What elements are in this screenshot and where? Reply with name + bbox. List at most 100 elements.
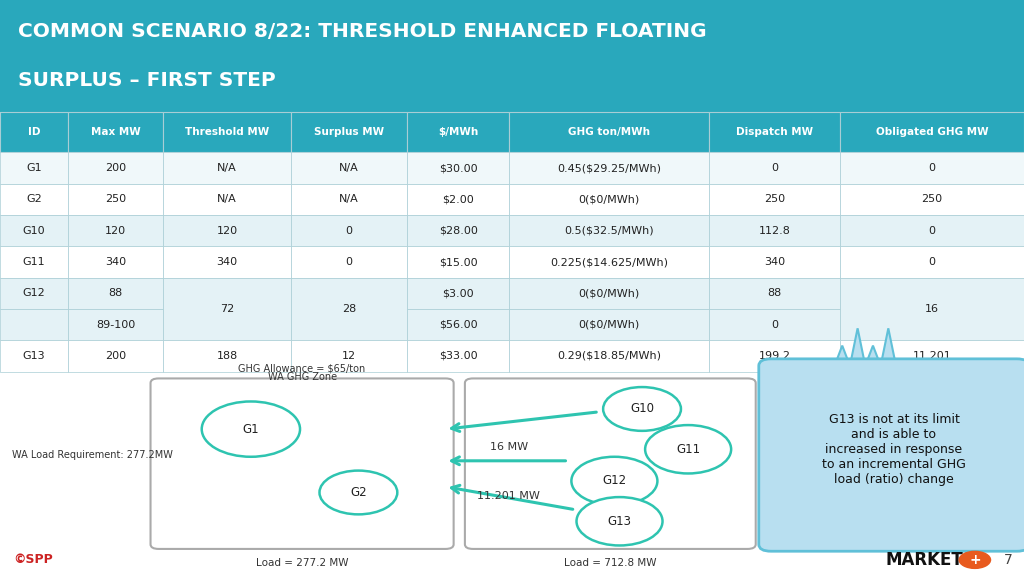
Text: G1: G1 [243, 423, 259, 435]
FancyBboxPatch shape [0, 247, 69, 278]
Circle shape [577, 497, 663, 545]
Text: G13: G13 [607, 515, 632, 528]
Polygon shape [881, 328, 896, 366]
FancyBboxPatch shape [407, 247, 509, 278]
Text: $3.00: $3.00 [442, 289, 474, 298]
FancyBboxPatch shape [69, 340, 163, 372]
Text: GHG ton/MWh: GHG ton/MWh [568, 127, 650, 138]
FancyBboxPatch shape [163, 278, 292, 340]
FancyBboxPatch shape [759, 359, 1024, 551]
FancyBboxPatch shape [407, 112, 509, 153]
Text: G1: G1 [27, 163, 42, 173]
Circle shape [319, 471, 397, 514]
FancyBboxPatch shape [407, 278, 509, 309]
FancyBboxPatch shape [709, 184, 841, 215]
FancyBboxPatch shape [841, 112, 1024, 153]
FancyBboxPatch shape [509, 247, 709, 278]
FancyBboxPatch shape [841, 247, 1024, 278]
FancyBboxPatch shape [509, 309, 709, 340]
FancyBboxPatch shape [163, 112, 292, 153]
Text: 0.29($18.85/MWh): 0.29($18.85/MWh) [557, 351, 662, 361]
FancyBboxPatch shape [0, 112, 69, 153]
Text: 0: 0 [929, 226, 936, 236]
FancyBboxPatch shape [69, 215, 163, 247]
FancyBboxPatch shape [841, 340, 1024, 372]
Text: Obligated GHG MW: Obligated GHG MW [876, 127, 988, 138]
Text: G10: G10 [23, 226, 45, 236]
Text: 0.45($29.25/MWh): 0.45($29.25/MWh) [557, 163, 662, 173]
Text: WA GHG Zone: WA GHG Zone [267, 372, 337, 382]
FancyBboxPatch shape [509, 112, 709, 153]
Circle shape [958, 551, 991, 569]
FancyBboxPatch shape [292, 340, 407, 372]
Text: 12: 12 [342, 351, 356, 361]
Text: G2: G2 [350, 486, 367, 499]
Circle shape [202, 401, 300, 457]
Text: Surplus MW: Surplus MW [314, 127, 384, 138]
Text: 89-100: 89-100 [96, 320, 135, 329]
Text: Threshold MW: Threshold MW [185, 127, 269, 138]
Text: $15.00: $15.00 [439, 257, 477, 267]
Text: 0($0/MWh): 0($0/MWh) [579, 320, 640, 329]
FancyBboxPatch shape [709, 278, 841, 309]
Text: $33.00: $33.00 [439, 351, 477, 361]
Polygon shape [865, 346, 881, 366]
FancyBboxPatch shape [509, 215, 709, 247]
Text: $56.00: $56.00 [439, 320, 477, 329]
Text: 0.225($14.625/MWh): 0.225($14.625/MWh) [550, 257, 668, 267]
FancyBboxPatch shape [69, 278, 163, 309]
Text: 7: 7 [1005, 553, 1013, 567]
Text: 250: 250 [764, 195, 785, 204]
FancyBboxPatch shape [0, 340, 69, 372]
Text: 340: 340 [105, 257, 126, 267]
FancyBboxPatch shape [151, 378, 454, 549]
Text: 200: 200 [105, 163, 126, 173]
FancyBboxPatch shape [69, 247, 163, 278]
Text: G12: G12 [23, 289, 45, 298]
Text: 88: 88 [109, 289, 123, 298]
Text: 72: 72 [220, 304, 234, 314]
Text: 250: 250 [105, 195, 126, 204]
Polygon shape [835, 346, 850, 366]
Text: G11: G11 [676, 443, 700, 456]
Text: MARKETS: MARKETS [886, 551, 976, 569]
FancyBboxPatch shape [163, 340, 292, 372]
Text: 16 MW: 16 MW [489, 442, 528, 452]
Text: 28: 28 [342, 304, 356, 314]
Text: 120: 120 [105, 226, 126, 236]
FancyBboxPatch shape [407, 153, 509, 184]
Text: 0($0/MWh): 0($0/MWh) [579, 289, 640, 298]
FancyBboxPatch shape [163, 184, 292, 215]
Text: 0: 0 [771, 163, 778, 173]
Text: G2: G2 [27, 195, 42, 204]
Text: ©SPP: ©SPP [13, 554, 53, 566]
FancyBboxPatch shape [292, 153, 407, 184]
Text: $/MWh: $/MWh [438, 127, 478, 138]
FancyBboxPatch shape [841, 215, 1024, 247]
Text: $30.00: $30.00 [439, 163, 477, 173]
Text: Dispatch MW: Dispatch MW [736, 127, 813, 138]
FancyBboxPatch shape [292, 112, 407, 153]
FancyBboxPatch shape [709, 247, 841, 278]
FancyBboxPatch shape [509, 184, 709, 215]
Text: 0: 0 [929, 257, 936, 267]
FancyBboxPatch shape [465, 378, 756, 549]
Circle shape [603, 387, 681, 431]
Text: N/A: N/A [217, 195, 237, 204]
Text: G12: G12 [602, 475, 627, 487]
FancyBboxPatch shape [0, 309, 69, 340]
FancyBboxPatch shape [509, 278, 709, 309]
FancyBboxPatch shape [407, 309, 509, 340]
FancyBboxPatch shape [69, 309, 163, 340]
FancyBboxPatch shape [709, 309, 841, 340]
Text: Load = 277.2 MW: Load = 277.2 MW [256, 558, 348, 569]
FancyBboxPatch shape [0, 278, 69, 309]
FancyBboxPatch shape [292, 215, 407, 247]
FancyBboxPatch shape [292, 278, 407, 340]
Text: 199.2: 199.2 [759, 351, 791, 361]
Text: 200: 200 [105, 351, 126, 361]
Text: 250: 250 [922, 195, 943, 204]
FancyBboxPatch shape [509, 340, 709, 372]
FancyBboxPatch shape [163, 247, 292, 278]
FancyBboxPatch shape [163, 215, 292, 247]
